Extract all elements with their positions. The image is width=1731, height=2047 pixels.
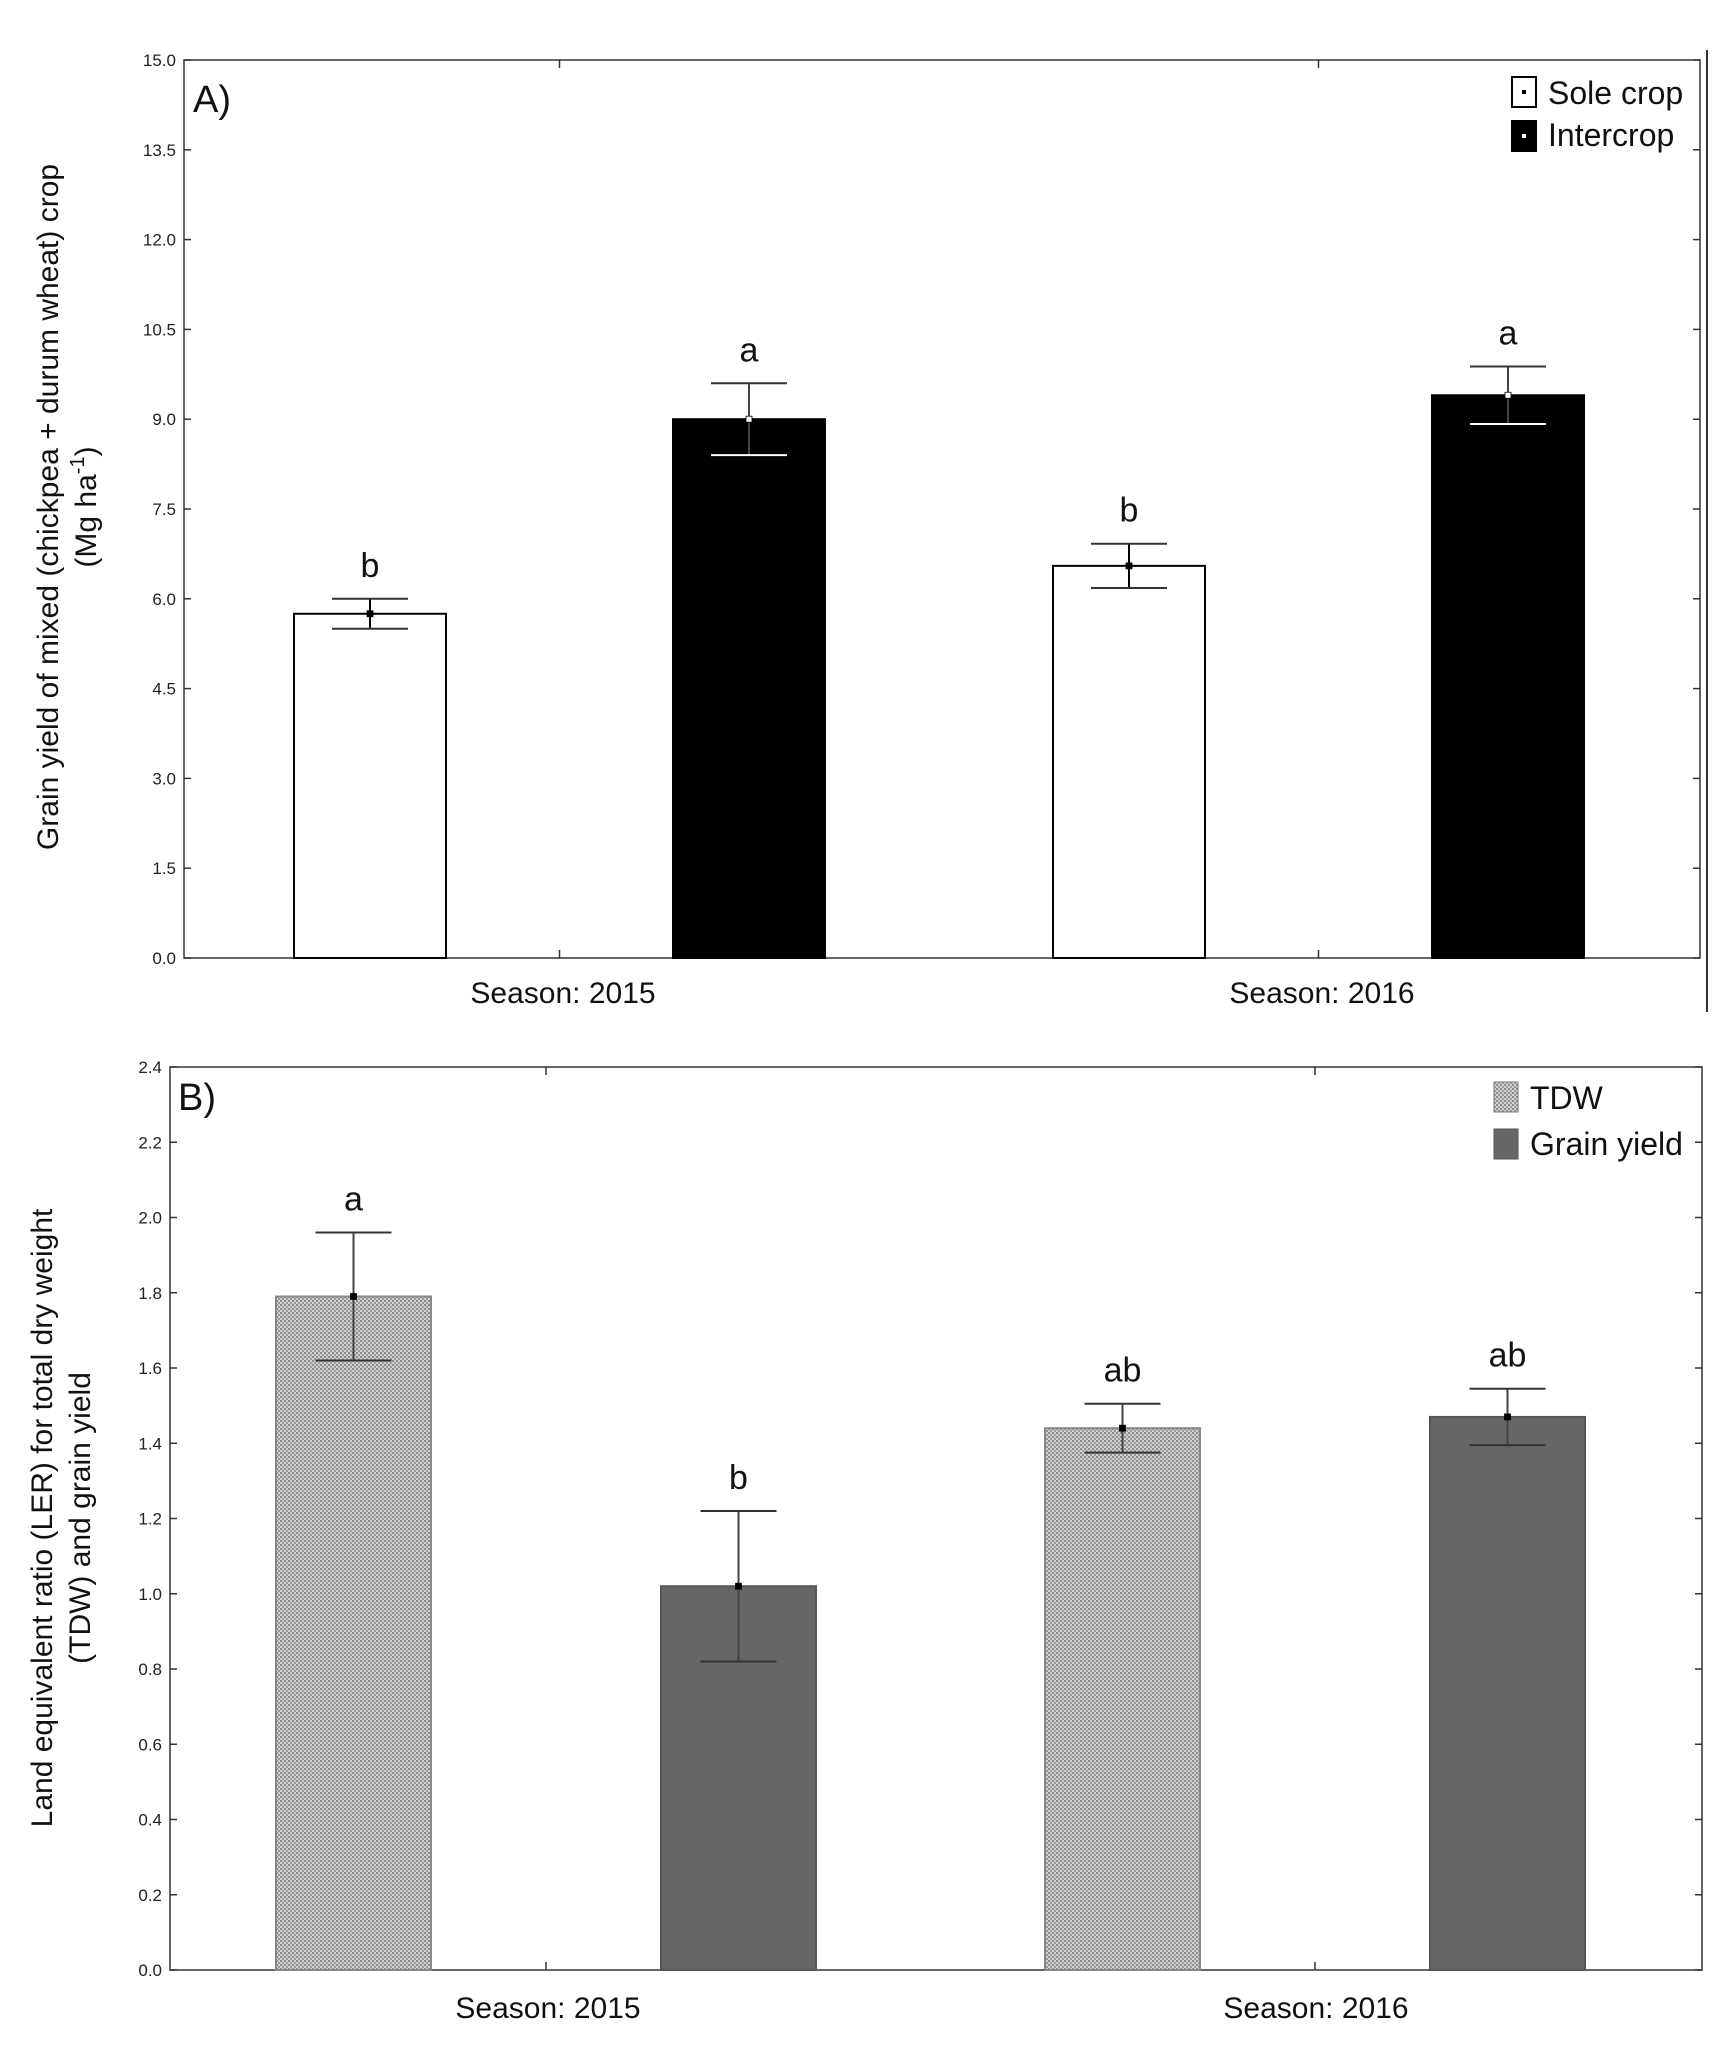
panel-b-ytick-label: 2.2 (138, 1133, 162, 1152)
panel-b-ytick-label: 1.4 (138, 1434, 162, 1453)
panel-a-significance-letter: b (361, 547, 380, 585)
panel-b-ytick-label: 0.6 (138, 1735, 162, 1754)
panel-b-mean-marker (735, 1582, 742, 1590)
panel-a-category-2015: Season: 2015 (470, 977, 655, 1010)
panel-a-mean-marker (1125, 562, 1133, 570)
panel-a-y-axis: 0.0 1.5 3.0 4.5 6.0 7.5 9.0 10.5 12.0 13.5 15.0 (143, 51, 1700, 968)
panel-b-ytick-label: 1.6 (138, 1359, 162, 1378)
panel-a-ytick-label: 10.5 (143, 320, 176, 339)
panel-a-ytick-label: 7.5 (152, 500, 176, 519)
panel-a-label: A) (193, 79, 231, 121)
legend-item-intercrop: Intercrop (1511, 117, 1674, 153)
panel-b-significance-letter: b (729, 1459, 748, 1497)
panel-a-ytick-label: 13.5 (143, 141, 176, 160)
panel-b-label: B) (178, 1077, 216, 1119)
legend-label-tdw: TDW (1530, 1080, 1604, 1116)
legend-label-sole-crop: Sole crop (1548, 75, 1683, 111)
panel-b-ytick-label: 0.4 (138, 1811, 162, 1830)
panel-a-ytick-label: 6.0 (152, 590, 176, 609)
panel-b-ylabel-line1: Land equivalent ratio (LER) for total dr… (26, 1208, 59, 1827)
panel-a-bars: b b a a (293, 315, 1585, 960)
legend-label-intercrop: Intercrop (1548, 117, 1674, 153)
panel-a-bar-sole-crop-0 (293, 612, 447, 959)
panel-b-ytick-label: 0.0 (138, 1961, 162, 1980)
legend-item-grain-yield: Grain yield (1493, 1126, 1683, 1162)
panel-b-bars: a ab b ab (275, 1181, 1586, 1971)
panel-b-significance-letter: a (344, 1181, 363, 1219)
panel-b-significance-letter: ab (1489, 1337, 1527, 1375)
panel-a-bar-sole-crop-1 (1052, 564, 1206, 960)
panel-b-mean-marker (1119, 1424, 1126, 1432)
panel-a-ytick-label: 3.0 (152, 769, 176, 788)
panel-a-ytick-label: 4.5 (152, 680, 176, 699)
panel-b-y-axis-title: Land equivalent ratio (LER) for total dr… (26, 1208, 97, 1827)
panel-a-ytick-label: 0.0 (152, 949, 176, 968)
panel-b-bar-tdw-1 (1044, 1427, 1201, 1971)
panel-b-significance-letter: ab (1104, 1352, 1142, 1390)
panel-b-category-2015: Season: 2015 (455, 1992, 640, 2025)
panel-b-ylabel-line2: (TDW) and grain yield (64, 1372, 97, 1664)
panel-a-bar-intercrop-1 (1431, 394, 1585, 959)
legend-swatch-tdw (1493, 1081, 1519, 1113)
panel-b-ytick-label: 2.4 (138, 1058, 162, 1077)
panel-b-bar-grain-yield-1 (1429, 1415, 1586, 1971)
panel-a-ytick-label: 9.0 (152, 410, 176, 429)
panel-a-ylabel-line1: Grain yield of mixed (chickpea + durum w… (32, 164, 65, 850)
panel-a-y-axis-title: Grain yield of mixed (chickpea + durum w… (32, 164, 103, 850)
legend-swatch-sole-crop-marker (1522, 90, 1526, 94)
panel-b-category-2016: Season: 2016 (1223, 1992, 1408, 2025)
panel-b-ytick-label: 0.2 (138, 1886, 162, 1905)
panel-b-ytick-label: 1.8 (138, 1284, 162, 1303)
panel-b-ytick-label: 1.0 (138, 1585, 162, 1604)
panel-a-mean-marker (366, 610, 374, 618)
panel-a-ytick-label: 1.5 (152, 859, 176, 878)
panel-a-category-2016: Season: 2016 (1229, 977, 1414, 1010)
legend-item-sole-crop: Sole crop (1511, 75, 1683, 111)
panel-a-significance-letter: a (740, 331, 759, 369)
panel-a-bar-intercrop-0 (672, 418, 826, 959)
panel-a-significance-letter: a (1499, 315, 1518, 353)
panel-b: 0.00.20.40.60.81.01.21.41.61.82.02.22.4 … (26, 1058, 1703, 2025)
panel-b-ytick-label: 0.8 (138, 1660, 162, 1679)
panel-b-mean-marker (1504, 1413, 1511, 1421)
panel-a-ylabel-line2: (Mg ha-1) (67, 446, 103, 567)
panel-a-significance-letter: b (1120, 492, 1139, 530)
panel-b-y-axis: 0.0 0.2 0.4 0.6 0.8 1.0 1.2 1.4 1.6 1.8 2.0 2.2 2.4 (138, 1058, 1702, 1980)
panel-b-mean-marker (350, 1293, 357, 1300)
legend-swatch-grain-yield (1493, 1128, 1519, 1160)
panel-b-legend: TDW Grain yield (1493, 1080, 1683, 1162)
panel-a-ytick-label: 15.0 (143, 51, 176, 70)
panel-b-ytick-label: 1.2 (138, 1510, 162, 1529)
panel-a-mean-marker (1504, 391, 1512, 399)
panel-a: 0.01.53.04.56.07.59.010.512.013.515.0 bb… (32, 50, 1708, 1012)
panel-b-ytick-label: 2.0 (138, 1209, 162, 1228)
panel-a-legend: Sole crop Intercrop (1511, 75, 1683, 153)
panel-b-bar-tdw-0 (275, 1295, 432, 1971)
legend-item-tdw: TDW (1493, 1080, 1604, 1116)
legend-label-grain-yield: Grain yield (1530, 1126, 1683, 1162)
legend-swatch-intercrop-marker (1522, 134, 1526, 138)
panel-a-ytick-label: 12.0 (143, 231, 176, 250)
panel-a-mean-marker (745, 415, 753, 423)
